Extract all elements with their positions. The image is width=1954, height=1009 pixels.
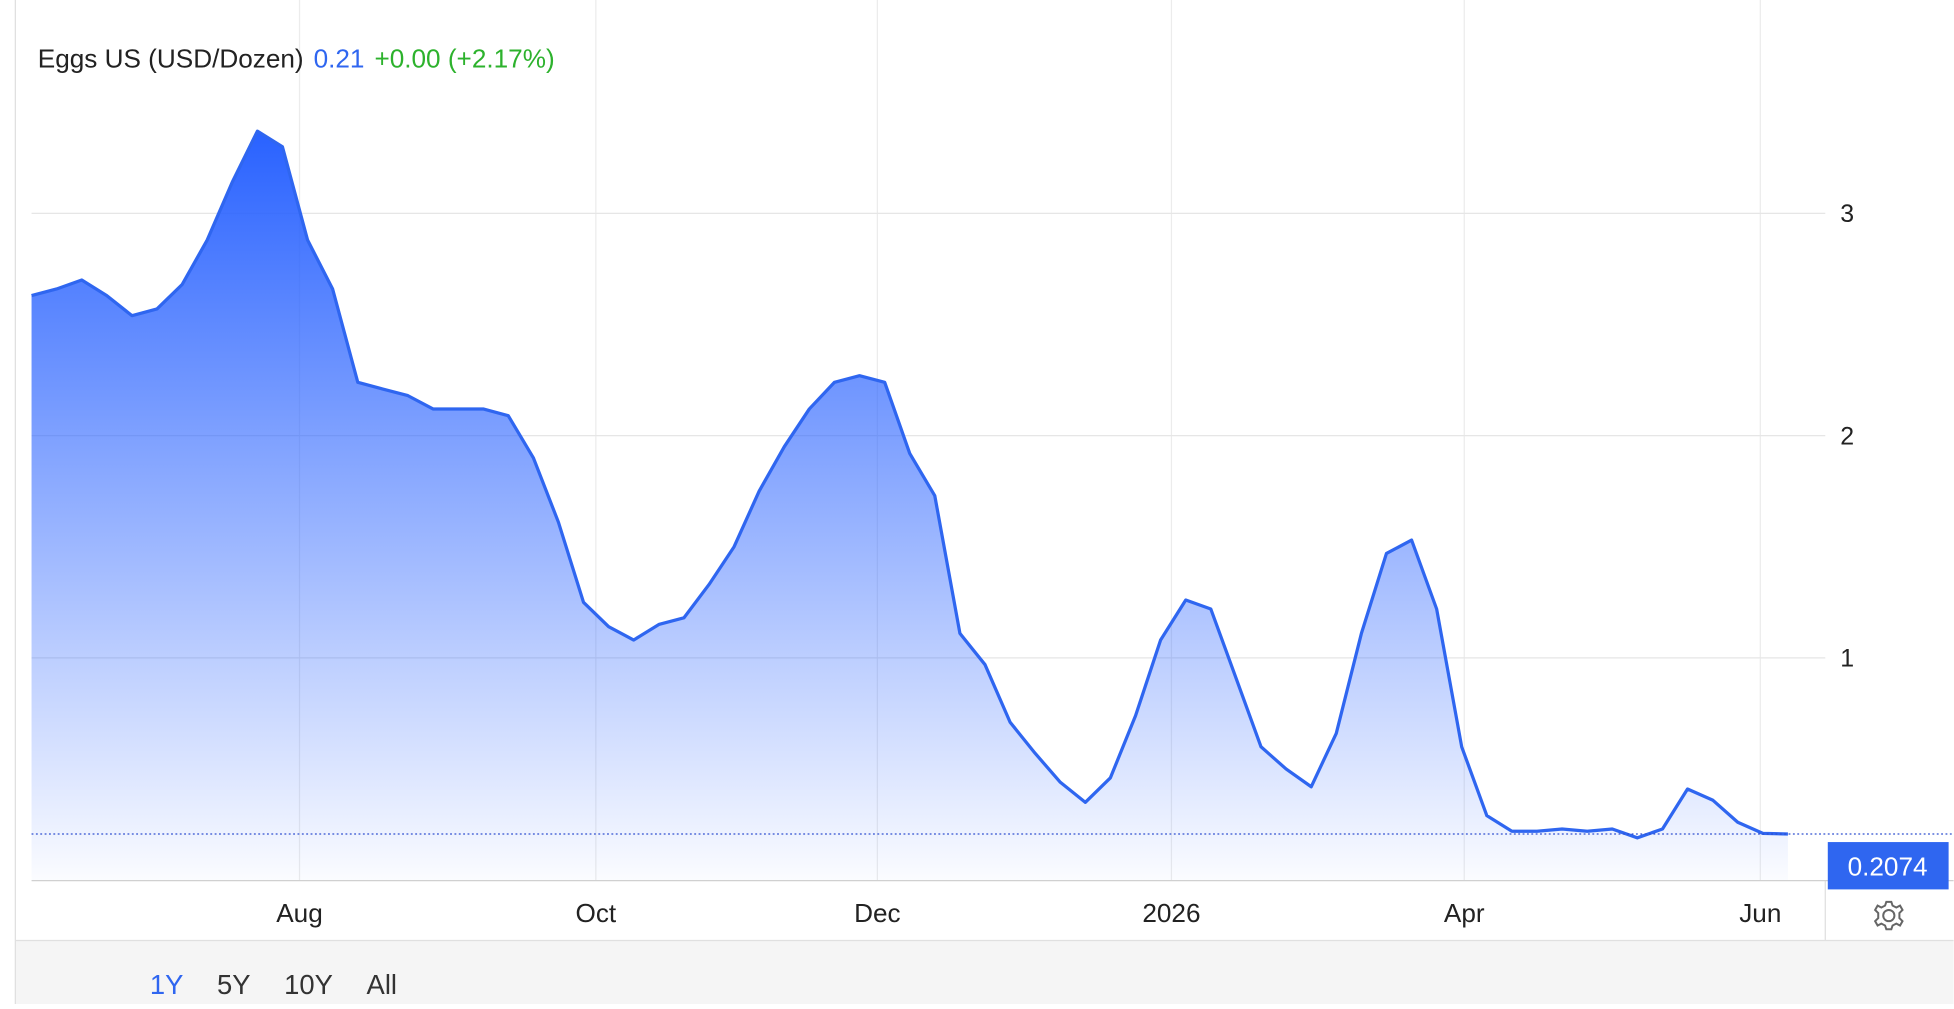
price: 0.21 bbox=[314, 43, 365, 73]
range-bar bbox=[15, 940, 1954, 1004]
range-button[interactable]: 5Y bbox=[217, 969, 251, 1000]
y-tick-label: 2 bbox=[1840, 422, 1854, 450]
y-tick-label: 3 bbox=[1840, 200, 1854, 228]
x-tick-label: Jun bbox=[1739, 898, 1781, 928]
x-tick-label: Dec bbox=[854, 898, 901, 928]
settings-icon[interactable] bbox=[1873, 900, 1904, 931]
line bbox=[31, 129, 1788, 840]
x-tick-label: Apr bbox=[1444, 898, 1485, 928]
range-button[interactable]: 1Y bbox=[150, 969, 184, 1000]
range-button[interactable]: All bbox=[367, 969, 397, 1000]
last-value-label: 0.2074 bbox=[1848, 852, 1928, 882]
x-tick-label: Aug bbox=[276, 898, 323, 928]
area bbox=[31, 131, 1788, 881]
chart-title: Eggs US (USD/Dozen) 0.21 +0.00 (+2.17%) bbox=[38, 43, 555, 73]
x-tick-label: Oct bbox=[576, 898, 617, 928]
last-value-tag bbox=[1827, 842, 1949, 890]
y-tick-label: 1 bbox=[1840, 645, 1854, 673]
x-tick-label: 2026 bbox=[1142, 898, 1200, 928]
range-button[interactable]: 10Y bbox=[284, 969, 333, 1000]
change: +0.00 (+2.17%) bbox=[374, 43, 554, 73]
title: Eggs US (USD/Dozen) bbox=[38, 43, 304, 73]
